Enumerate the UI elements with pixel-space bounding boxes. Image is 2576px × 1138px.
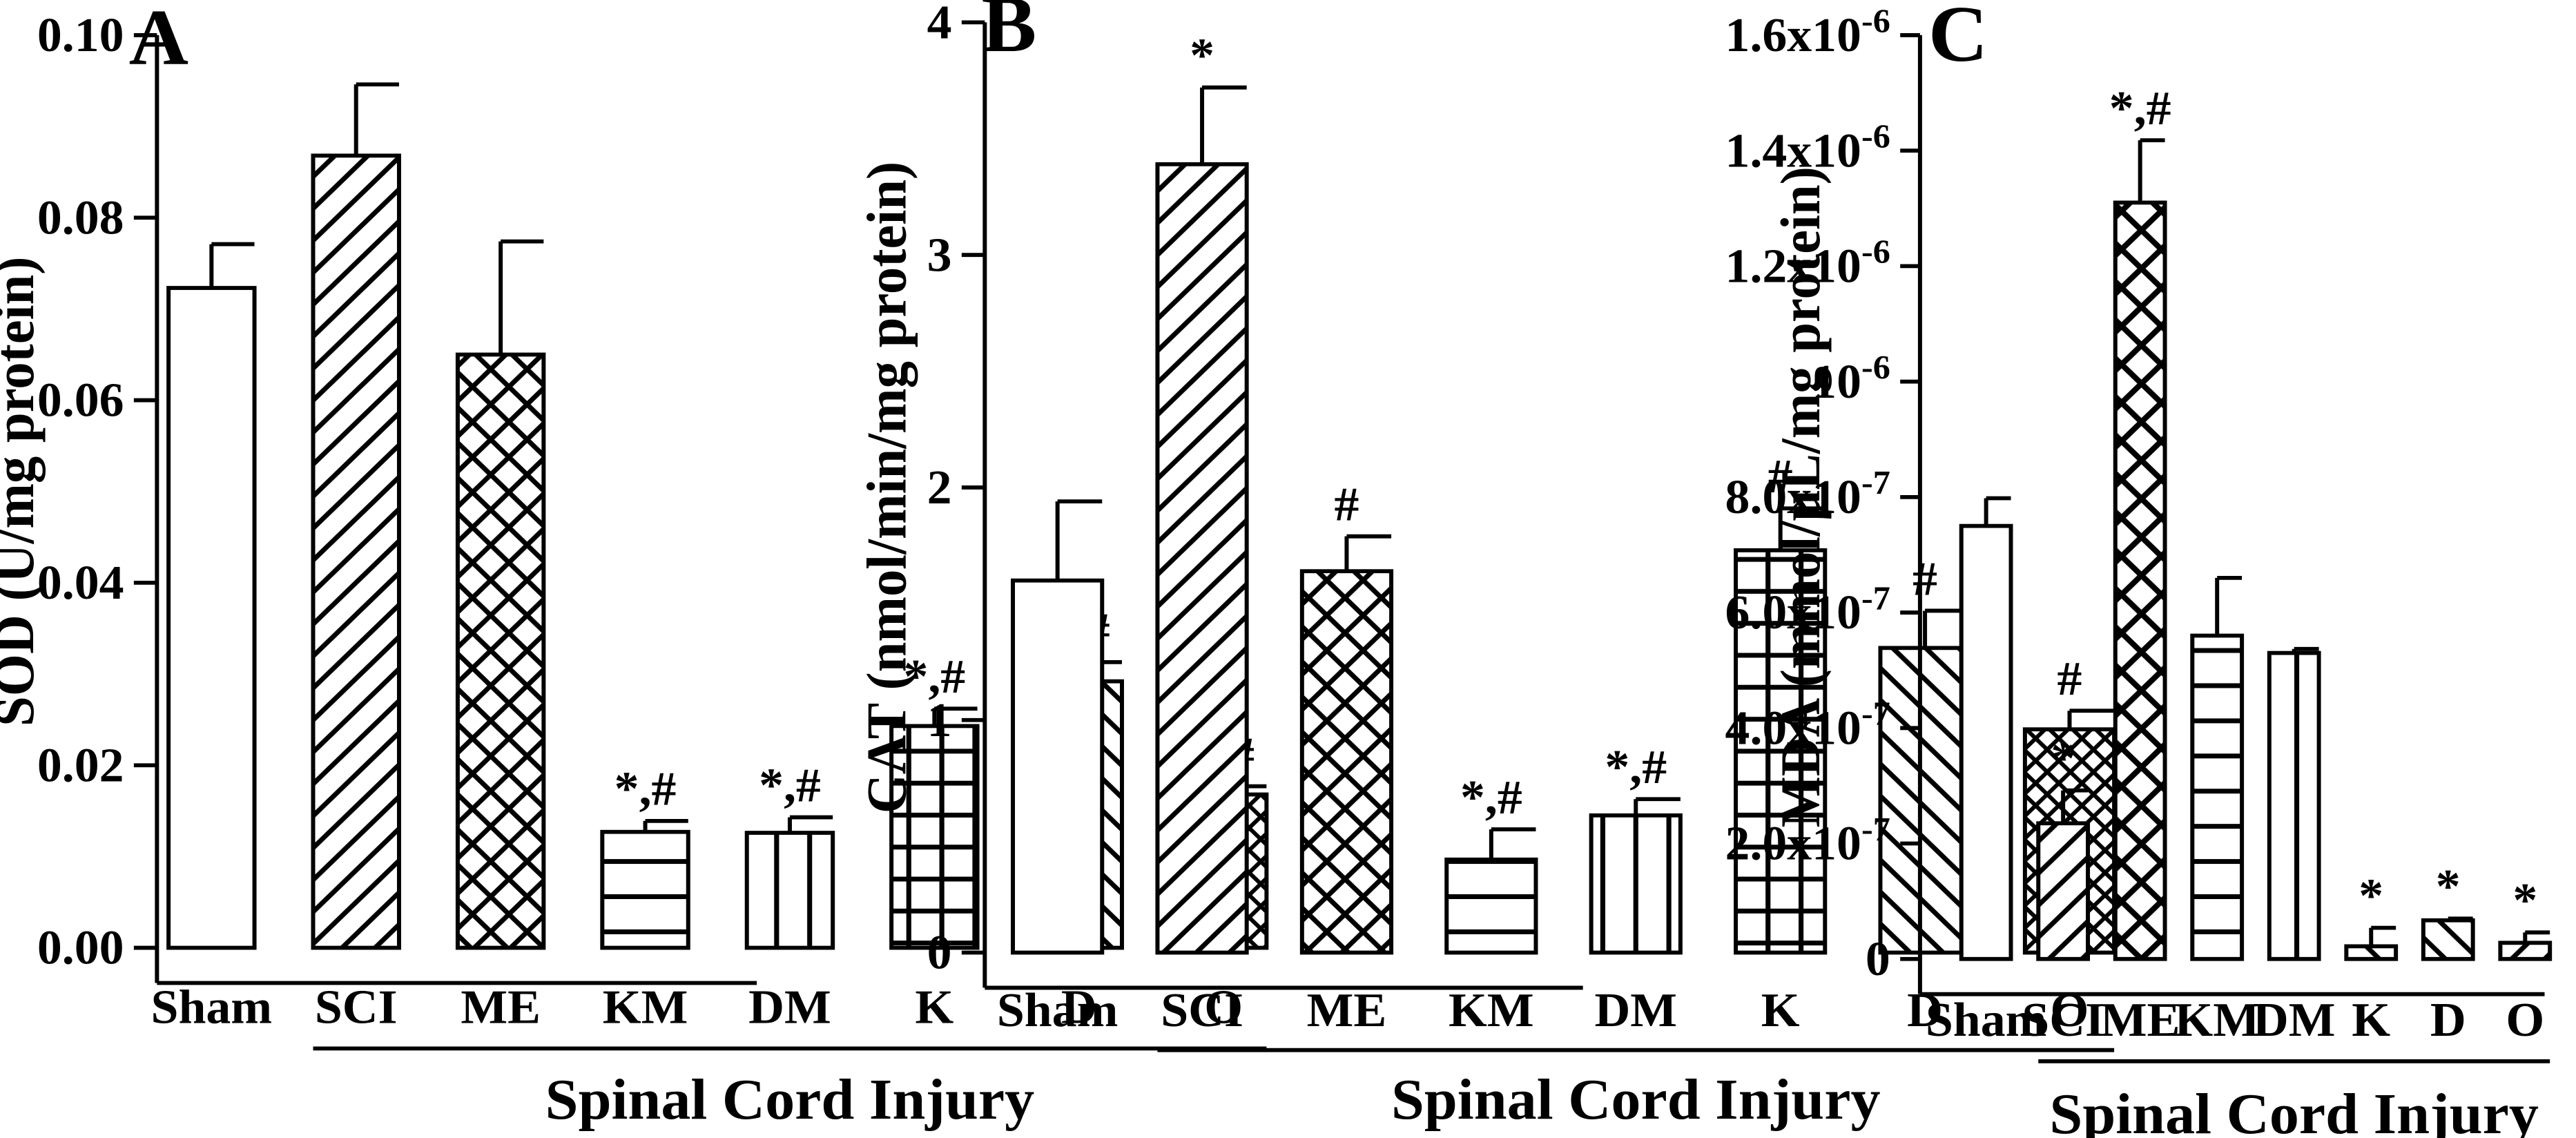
y-axis-title: SOD (U/mg protein) [0, 257, 46, 726]
chart-panel-b: 0 1 2 3 4 CAT (nmol/min/mg protein) B Sham * SCI #… [856, 0, 2117, 1132]
panel-letter: C [1928, 0, 1988, 79]
significance-label: *,# [903, 650, 965, 704]
y-tick-label: 1 [927, 694, 952, 747]
bar-sham [166, 286, 257, 950]
bar-k [2344, 944, 2399, 961]
bar-dm [744, 831, 835, 950]
chart-panel-a: 0.00 0.02 0.04 0.06 0.08 0.10 SOD (U/mg protei… [0, 0, 1269, 1132]
y-tick-label: 0 [1866, 933, 1890, 986]
bar-sci [1155, 162, 1249, 955]
bar-sham [1011, 578, 1105, 955]
significance-label: * [2359, 870, 2383, 923]
y-tick-label: 2 [927, 461, 952, 514]
significance-label: # [1335, 479, 1359, 532]
significance-label: *,# [2109, 82, 2171, 135]
bar-sci [2036, 821, 2091, 961]
significance-label: # [2057, 653, 2082, 706]
bar-d [2421, 918, 2475, 961]
significance-label: * [2512, 874, 2537, 927]
bar-o [2498, 941, 2553, 961]
significance-label: # [1912, 552, 1937, 606]
bar-km [2190, 633, 2245, 961]
bar-k [1734, 548, 1828, 955]
significance-label: *,# [1605, 741, 1667, 794]
bar-sham [1959, 523, 2013, 961]
bar-dm [1589, 813, 1683, 955]
x-category-label: K [2352, 994, 2390, 1047]
panel-letter: A [129, 0, 188, 81]
y-tick-label: 4.0x10-7 [1725, 695, 1890, 755]
x-category-label: ME [1307, 984, 1387, 1037]
y-axis-title: CAT (nmol/min/mg protein) [856, 162, 918, 813]
panel-letter: B [982, 0, 1037, 69]
y-tick-label: 0.08 [37, 191, 124, 244]
group-label: Spinal Cord Injury [1391, 1068, 1881, 1131]
bar-me [455, 352, 546, 950]
bar-k [889, 724, 980, 950]
significance-label: * [2436, 860, 2461, 914]
y-tick-label: 0.04 [37, 557, 124, 610]
x-category-label: DM [2253, 994, 2336, 1047]
bar-dm [2267, 650, 2321, 961]
y-tick-label: 6.0x10-7 [1725, 579, 1890, 639]
x-category-label: K [1761, 984, 1800, 1037]
y-tick-label: 1.2x10-6 [1725, 233, 1890, 293]
bar-km [1444, 857, 1538, 955]
x-category-label: D [2430, 994, 2466, 1047]
x-category-label: DM [1594, 984, 1677, 1037]
x-category-label: KM [603, 981, 688, 1034]
x-category-label: Sham [151, 981, 273, 1034]
y-tick-label: 8.0x10-7 [1725, 464, 1890, 524]
x-category-label: O [2506, 994, 2544, 1047]
y-tick-label: 1.4x10-6 [1725, 117, 1890, 177]
bar-d [1878, 646, 1972, 955]
y-tick-label: 2.0x10-7 [1725, 811, 1890, 871]
chart-panel-c: 0 2.0x10-7 4.0x10-7 6.0x10-7 8.0x10-7 10-6 1.2… [1725, 0, 2553, 1138]
y-tick-label: 0.10 [37, 9, 124, 62]
x-category-label: SCI [1161, 984, 1243, 1037]
bar-me [2113, 200, 2167, 961]
x-category-label: Sham [997, 984, 1118, 1037]
x-category-label: KM [1449, 984, 1534, 1037]
y-tick-label: 1.6x10-6 [1725, 2, 1890, 62]
x-category-label: DM [748, 981, 831, 1034]
x-category-label: SCI [315, 981, 398, 1034]
x-category-label: K [915, 981, 953, 1034]
x-category-label: Sham [1926, 994, 2047, 1047]
x-category-label: SCI [2022, 994, 2104, 1047]
y-tick-label: 0.02 [37, 739, 124, 792]
y-tick-label: 0.00 [37, 922, 124, 975]
bar-sci [311, 153, 401, 950]
group-label: Spinal Cord Injury [2049, 1082, 2539, 1138]
group-label: Spinal Cord Injury [545, 1068, 1035, 1131]
x-category-label: ME [461, 981, 541, 1034]
y-tick-label: 3 [927, 229, 952, 282]
significance-label: # [1768, 450, 1793, 503]
significance-label: *,# [1460, 771, 1522, 824]
y-axis-title: MDA (mmol/µL/mg protein) [1770, 166, 1832, 827]
significance-label: *,# [759, 759, 821, 812]
significance-label: * [2051, 733, 2075, 786]
significance-label: *,# [614, 763, 677, 816]
y-tick-label: 4 [927, 0, 952, 49]
x-category-label: KM [2174, 994, 2260, 1047]
y-tick-label: 0 [927, 927, 952, 980]
y-tick-label: 0.06 [37, 374, 124, 427]
significance-label: * [1190, 30, 1214, 83]
x-category-label: ME [2100, 994, 2180, 1047]
bar-km [600, 829, 690, 950]
y-tick-label: 10-6 [1812, 349, 1890, 409]
bar-me [1299, 569, 1394, 955]
